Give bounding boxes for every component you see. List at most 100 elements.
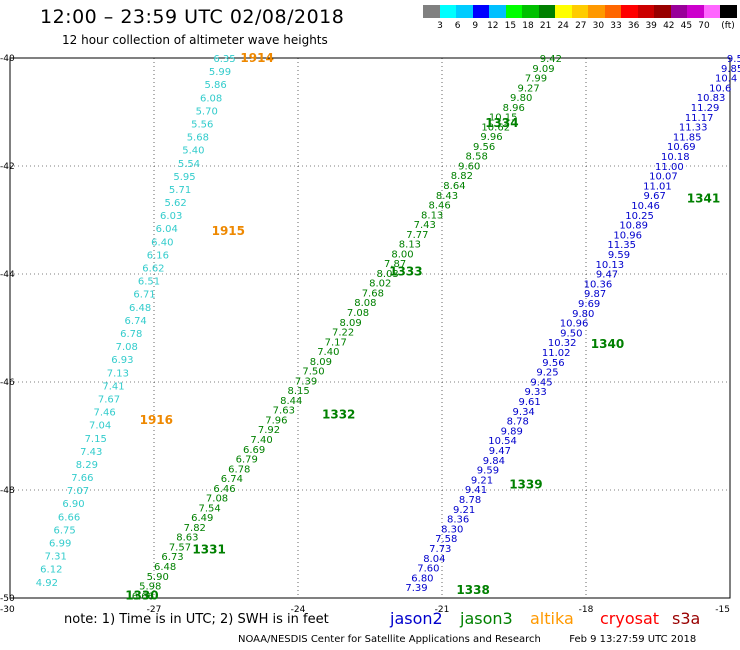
wave-height-value: 6.78 (228, 464, 250, 475)
wave-height-value: 10.89 (619, 221, 648, 232)
wave-height-value: 5.68 (187, 133, 209, 144)
wave-height-value: 5.54 (178, 159, 200, 170)
wave-height-value: 6.66 (58, 512, 80, 523)
wave-height-value: 11.01 (643, 181, 672, 192)
wave-height-value: 7.07 (67, 486, 89, 497)
wave-height-value: 5.98 (139, 582, 161, 593)
latitude-label: -48 (0, 486, 15, 496)
wave-height-value: 9.09 (532, 64, 554, 75)
wave-height-value: 6.73 (161, 552, 183, 563)
wave-height-value: 8.46 (428, 201, 450, 212)
pass-time-label: 1332 (322, 407, 355, 421)
wave-height-value: 7.22 (332, 328, 354, 339)
legend-swatch (456, 5, 473, 18)
wave-height-value: 5.90 (147, 572, 169, 583)
wave-height-value: 7.04 (89, 421, 111, 432)
wave-height-value: 9.50 (560, 328, 582, 339)
pass-time-label: 1330 (125, 588, 158, 602)
wave-height-value: 11.02 (542, 348, 571, 359)
wave-height-value: 9.33 (524, 387, 546, 398)
longitude-label: -15 (715, 605, 730, 615)
legend-label: 36 (627, 21, 640, 31)
wave-height-value: 5.99 (209, 67, 231, 78)
wave-height-value: 8.96 (503, 103, 525, 114)
legend-label: 42 (663, 21, 675, 31)
longitude-label: -30 (0, 605, 15, 615)
axis-labels: -30 -27 -24 -21 -18 -15 -40 -42 -44 -46 -48 -50 (0, 54, 730, 615)
legend-swatch (538, 5, 556, 18)
wave-height-value: 6.90 (62, 499, 84, 510)
legend-label: 18 (522, 21, 534, 31)
wave-height-value: 8.29 (76, 460, 98, 471)
legend-unit: (ft) (721, 21, 735, 31)
page-title: 12:00 – 23:59 UTC 02/08/2018 (40, 6, 345, 28)
wave-height-value: 5.71 (169, 185, 191, 196)
legend-label: 21 (539, 21, 552, 31)
wave-height-value: 10.69 (667, 142, 696, 153)
wave-height-value: 8.58 (466, 152, 488, 163)
wave-height-value: 7.41 (102, 381, 124, 392)
wave-height-value: 7.99 (525, 74, 547, 85)
wave-height-value: 9.59 (608, 250, 630, 261)
wave-height-value: 8.36 (447, 515, 469, 526)
wave-height-value: 7.43 (80, 447, 102, 458)
satellite-jason2: jason2 (390, 609, 443, 628)
wave-height-value: 7.46 (93, 408, 115, 419)
wave-height-value: 7.77 (406, 230, 428, 241)
wave-height-value: 6.74 (125, 316, 147, 327)
wave-height-value: 9.60 (458, 161, 480, 172)
latitude-label: -50 (0, 594, 15, 604)
legend-label: 6 (454, 21, 461, 31)
altimeter-tracks: 6.35 5.99 5.86 6.08 5.70 5.56 5.68 5.40 5.54 5.95… (36, 51, 740, 602)
wave-height-value: 10.15 (489, 113, 518, 124)
wave-height-value: 9.61 (518, 397, 540, 408)
latitude-label: -40 (0, 54, 15, 64)
wave-height-value: 11.29 (691, 103, 720, 114)
wave-height-value: 7.39 (295, 376, 317, 387)
wave-height-value: 10.83 (697, 93, 726, 104)
legend-label: 30 (592, 21, 605, 31)
wave-height-value: 10.46 (631, 201, 660, 212)
wave-height-value: 7.63 (273, 406, 295, 417)
pass-time-label: 1333 (389, 264, 422, 278)
wave-height-value: 10.6 (709, 83, 731, 94)
wave-height-value: 8.44 (280, 396, 302, 407)
pass-time-label: 1338 (456, 583, 489, 597)
wave-height-value: 6.75 (53, 525, 75, 536)
wave-height-value: 7.82 (184, 523, 206, 534)
wave-height-value: 7.57 (169, 542, 191, 553)
wave-height-value: 9.80 (510, 93, 532, 104)
legend-swatch (637, 5, 655, 18)
wave-height-value: 6.62 (142, 264, 164, 275)
wave-height-value: 9.25 (536, 368, 558, 379)
pass-time-label: 1340 (591, 337, 624, 351)
pass-time-label: 1331 (192, 542, 225, 556)
wave-height-value: 5.40 (182, 146, 204, 157)
legend-swatch (522, 5, 539, 18)
wave-height-value: 9.96 (480, 132, 502, 143)
wave-height-value: 8.08 (354, 298, 376, 309)
wave-height-value: 6.99 (49, 539, 71, 550)
wave-height-value: 10.96 (560, 319, 589, 330)
wave-height-value: 5.95 (173, 172, 195, 183)
legend-swatch (588, 5, 605, 18)
wave-height-value: 6.35 (213, 54, 235, 65)
units-note: note: 1) Time is in UTC; 2) SWH is in fe… (64, 612, 329, 627)
legend-swatch (505, 5, 523, 18)
wave-height-value: 8.78 (507, 417, 529, 428)
wave-height-value: 10.36 (584, 279, 613, 290)
wave-height-value: 10.4 (715, 74, 737, 85)
wave-height-value: 9.84 (483, 456, 505, 467)
wave-height-value: 11.00 (655, 162, 684, 173)
wave-height-value: 8.82 (451, 171, 473, 182)
legend-swatch (571, 5, 589, 18)
wave-height-value: 8.04 (423, 554, 445, 565)
satellite-jason3: jason3 (460, 609, 513, 628)
legend-swatch (555, 5, 572, 18)
latitude-label: -44 (0, 270, 15, 280)
satellite-altika: altika (530, 609, 574, 628)
satellite-s3a: s3a (672, 609, 701, 628)
legend-label: 70 (698, 21, 710, 31)
wave-height-value: 8.15 (288, 386, 310, 397)
